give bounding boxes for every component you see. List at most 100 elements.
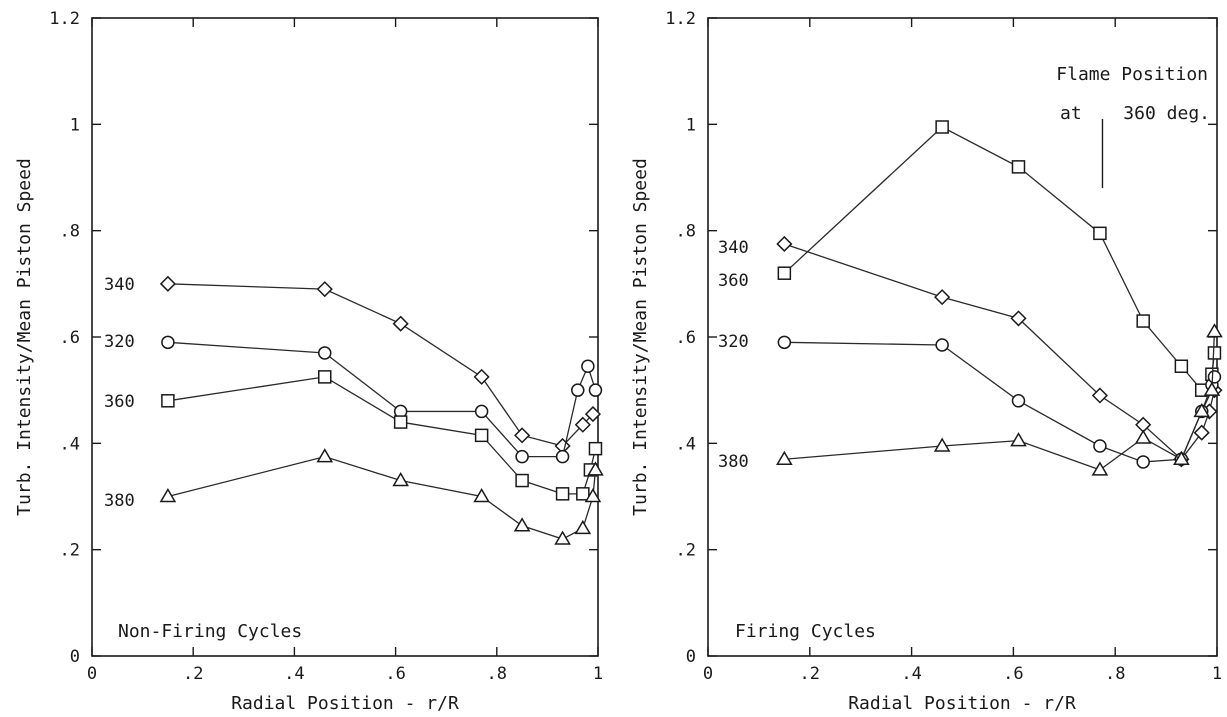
series-label: 380	[104, 491, 135, 511]
flame-position-value: 360 deg.	[1123, 103, 1210, 124]
series-line	[167, 341, 597, 458]
y-tick-label: .6	[676, 328, 696, 348]
data-point-circle	[555, 449, 570, 464]
data-point-diamond	[574, 416, 591, 433]
y-tick-label: .2	[60, 541, 80, 561]
y-tick-label: 0	[70, 647, 80, 667]
series-320: 320	[718, 332, 1222, 469]
x-tick-label: .2	[183, 664, 203, 684]
y-tick-label: .8	[676, 222, 696, 242]
data-point-diamond	[1091, 387, 1108, 404]
series-340: 340	[718, 235, 1223, 468]
series-line	[167, 376, 597, 495]
data-point-triangle	[587, 461, 604, 476]
y-tick-label: 0	[686, 647, 696, 667]
data-point-triangle	[1203, 381, 1221, 396]
y-tick-label: 1	[686, 115, 696, 135]
series-label: 320	[718, 332, 749, 352]
data-point-circle	[318, 346, 332, 360]
data-point-circle	[1136, 455, 1150, 469]
data-point-circle	[1093, 439, 1107, 453]
x-tick-label: .2	[800, 664, 820, 684]
x-tick-label: .6	[1003, 664, 1023, 684]
series-label: 320	[104, 332, 135, 352]
x-tick-label: 0	[87, 664, 97, 684]
data-point-triangle	[584, 488, 602, 503]
x-tick-label: 1	[593, 664, 603, 684]
series-label: 360	[104, 392, 135, 412]
data-point-triangle	[1173, 450, 1190, 466]
series-line	[784, 243, 1216, 461]
x-tick-label: .8	[1105, 664, 1125, 684]
data-point-circle	[777, 335, 792, 350]
y-tick-label: 1.2	[49, 9, 80, 29]
data-point-triangle	[1193, 402, 1211, 418]
data-point-triangle	[1010, 432, 1027, 447]
data-point-square	[393, 415, 408, 429]
data-point-diamond	[1193, 424, 1210, 441]
series-line	[167, 455, 597, 540]
data-point-triangle	[1206, 323, 1223, 338]
data-point-square	[1093, 226, 1107, 241]
chart-panel-1: 0 .2 .4 .6 .8 1 0 .2 .4 .6 .8 1 1.2 Radial Position -…	[14, 9, 604, 714]
series-360: 360	[718, 120, 1222, 397]
y-tick-label: .4	[60, 434, 80, 454]
data-point-triangle	[159, 488, 177, 503]
data-point-circle	[1207, 370, 1222, 384]
data-point-circle	[935, 338, 949, 352]
data-point-diamond	[159, 275, 176, 292]
data-point-square	[555, 487, 570, 501]
x-tick-label: .8	[487, 664, 507, 684]
data-point-circle	[571, 383, 585, 397]
data-point-triangle	[574, 519, 592, 535]
x-axis-label: Radial Position - r/R	[848, 693, 1076, 714]
data-point-circle	[474, 404, 489, 419]
series-line	[784, 341, 1216, 463]
data-point-triangle	[776, 450, 793, 466]
y-tick-label: 1.2	[665, 9, 696, 29]
data-point-triangle	[933, 437, 951, 452]
y-axis-label: Turb. Intensity/Mean Piston Speed	[630, 158, 651, 516]
series-label: 340	[104, 275, 135, 295]
data-point-square	[318, 370, 332, 384]
data-point-square	[588, 441, 603, 456]
data-point-square	[474, 428, 489, 443]
data-point-triangle	[316, 448, 334, 463]
data-point-triangle	[513, 517, 531, 532]
series-line	[167, 283, 594, 447]
y-tick-label: .6	[60, 328, 80, 348]
series-label: 360	[718, 271, 749, 291]
series-380: 380	[104, 448, 604, 545]
series-320: 320	[104, 332, 603, 464]
series-line	[784, 331, 1216, 471]
data-point-square	[935, 120, 949, 134]
data-point-circle	[161, 335, 175, 350]
panel-label: Firing Cycles	[735, 621, 876, 642]
y-tick-label: .4	[676, 434, 696, 454]
flame-position-at: at	[1060, 103, 1082, 124]
x-axis-label: Radial Position - r/R	[231, 693, 459, 714]
data-point-square	[1136, 314, 1150, 328]
series-line	[783, 126, 1216, 392]
data-point-diamond	[473, 368, 490, 385]
series-label: 380	[718, 452, 749, 472]
y-tick-label: .2	[676, 541, 696, 561]
data-point-square	[777, 266, 792, 280]
data-point-diamond	[1010, 310, 1027, 327]
data-point-diamond	[584, 406, 602, 423]
data-point-triangle	[392, 472, 409, 487]
data-point-triangle	[554, 530, 571, 545]
panel-label: Non-Firing Cycles	[118, 621, 302, 642]
data-point-diamond	[934, 289, 951, 306]
y-tick-label: .8	[60, 222, 80, 242]
x-tick-label: .6	[385, 664, 405, 684]
data-point-square	[1174, 359, 1189, 373]
data-point-triangle	[473, 488, 490, 503]
data-point-square	[576, 487, 590, 501]
y-tick-label: 1	[70, 115, 80, 135]
data-point-triangle	[1091, 461, 1109, 476]
data-point-triangle	[1134, 429, 1152, 444]
data-point-square	[1011, 160, 1026, 174]
series-340: 340	[104, 275, 602, 455]
